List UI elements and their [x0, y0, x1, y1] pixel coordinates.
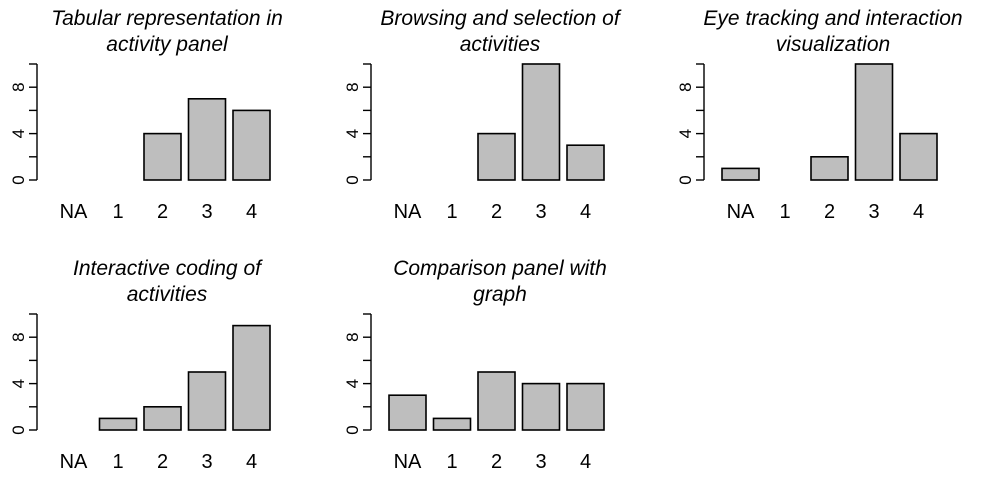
bar-4 — [566, 144, 605, 181]
y-tick-label: 0 — [343, 175, 362, 184]
x-tick-label: 2 — [491, 451, 502, 473]
y-tick-label: 8 — [676, 82, 695, 91]
chart-panel-1: Tabular representation in activity panel 0… — [9, 7, 283, 223]
y-tick-label: 0 — [676, 175, 695, 184]
x-tick-label: 2 — [157, 201, 168, 223]
bar-2 — [143, 132, 182, 181]
x-tick-label: 3 — [535, 451, 546, 473]
bar-NA — [721, 167, 760, 181]
y-tick-label: 4 — [343, 379, 362, 388]
bar-4 — [232, 324, 271, 431]
x-tick-label: 4 — [580, 451, 591, 473]
chart-title-line: Tabular representation in — [51, 7, 283, 30]
bar-4 — [899, 132, 938, 181]
x-tick-label: 4 — [913, 201, 924, 223]
bar-2 — [143, 405, 182, 431]
y-tick-label: 4 — [676, 129, 695, 138]
y-tick-label: 8 — [9, 332, 28, 341]
x-tick-label: 4 — [246, 201, 257, 223]
y-tick-label: 4 — [9, 129, 28, 138]
bar-2 — [810, 156, 849, 181]
chart-panel-4: Interactive coding of activities 0 4 8 NA 1 2 3 4 — [9, 257, 271, 473]
bar-2 — [477, 371, 516, 431]
chart-title-line: visualization — [776, 33, 890, 56]
chart-title-line: Browsing and selection of — [380, 7, 621, 30]
x-tick-label: 2 — [824, 201, 835, 223]
x-tick-label: 4 — [246, 451, 257, 473]
x-tick-label: 2 — [157, 451, 168, 473]
bar-4 — [232, 109, 271, 181]
chart-title-line: activity panel — [106, 33, 229, 56]
x-tick-label: 2 — [491, 201, 502, 223]
y-tick-label: 0 — [9, 175, 28, 184]
x-tick-label: 1 — [112, 451, 123, 473]
bar-3 — [187, 98, 227, 181]
y-tick-label: 4 — [9, 379, 28, 388]
x-tick-label: 1 — [112, 201, 123, 223]
chart-title-line: activities — [460, 33, 541, 56]
bar-3 — [521, 382, 561, 431]
y-tick-label: 0 — [9, 425, 28, 434]
chart-panel-2: Browsing and selection of activities 0 4 8 NA… — [343, 7, 622, 223]
x-tick-label: NA — [394, 201, 422, 223]
x-tick-label: NA — [727, 201, 755, 223]
x-tick-label: NA — [60, 451, 88, 473]
chart-panel-3: Eye tracking and interaction visualizatio… — [676, 7, 963, 223]
x-tick-label: 4 — [580, 201, 591, 223]
bar-2 — [477, 132, 516, 181]
y-tick-label: 8 — [343, 82, 362, 91]
x-tick-label: 1 — [446, 451, 457, 473]
x-tick-label: 3 — [201, 451, 212, 473]
chart-title-line: Eye tracking and interaction — [703, 7, 962, 30]
bar-3 — [187, 371, 227, 431]
chart-title-line: activities — [127, 283, 208, 306]
x-tick-label: NA — [394, 451, 422, 473]
y-tick-label: 8 — [9, 82, 28, 91]
bar-4 — [566, 382, 605, 431]
x-tick-label: 3 — [868, 201, 879, 223]
bar-1 — [432, 417, 472, 431]
y-tick-label: 0 — [343, 425, 362, 434]
bar-NA — [388, 394, 427, 431]
x-tick-label: 1 — [446, 201, 457, 223]
chart-title-line: Interactive coding of — [73, 257, 263, 280]
y-tick-label: 8 — [343, 332, 362, 341]
bar-3 — [854, 63, 894, 181]
x-tick-label: 1 — [779, 201, 790, 223]
chart-title-line: Comparison panel with — [393, 257, 607, 280]
x-tick-label: 3 — [535, 201, 546, 223]
y-tick-label: 4 — [343, 129, 362, 138]
chart-title-line: graph — [473, 283, 527, 306]
bar-3 — [521, 63, 561, 181]
bar-1 — [98, 417, 138, 431]
x-tick-label: 3 — [201, 201, 212, 223]
x-tick-label: NA — [60, 201, 88, 223]
chart-panel-5: Comparison panel with graph 0 4 8 NA 1 2 3 4 — [343, 257, 607, 473]
